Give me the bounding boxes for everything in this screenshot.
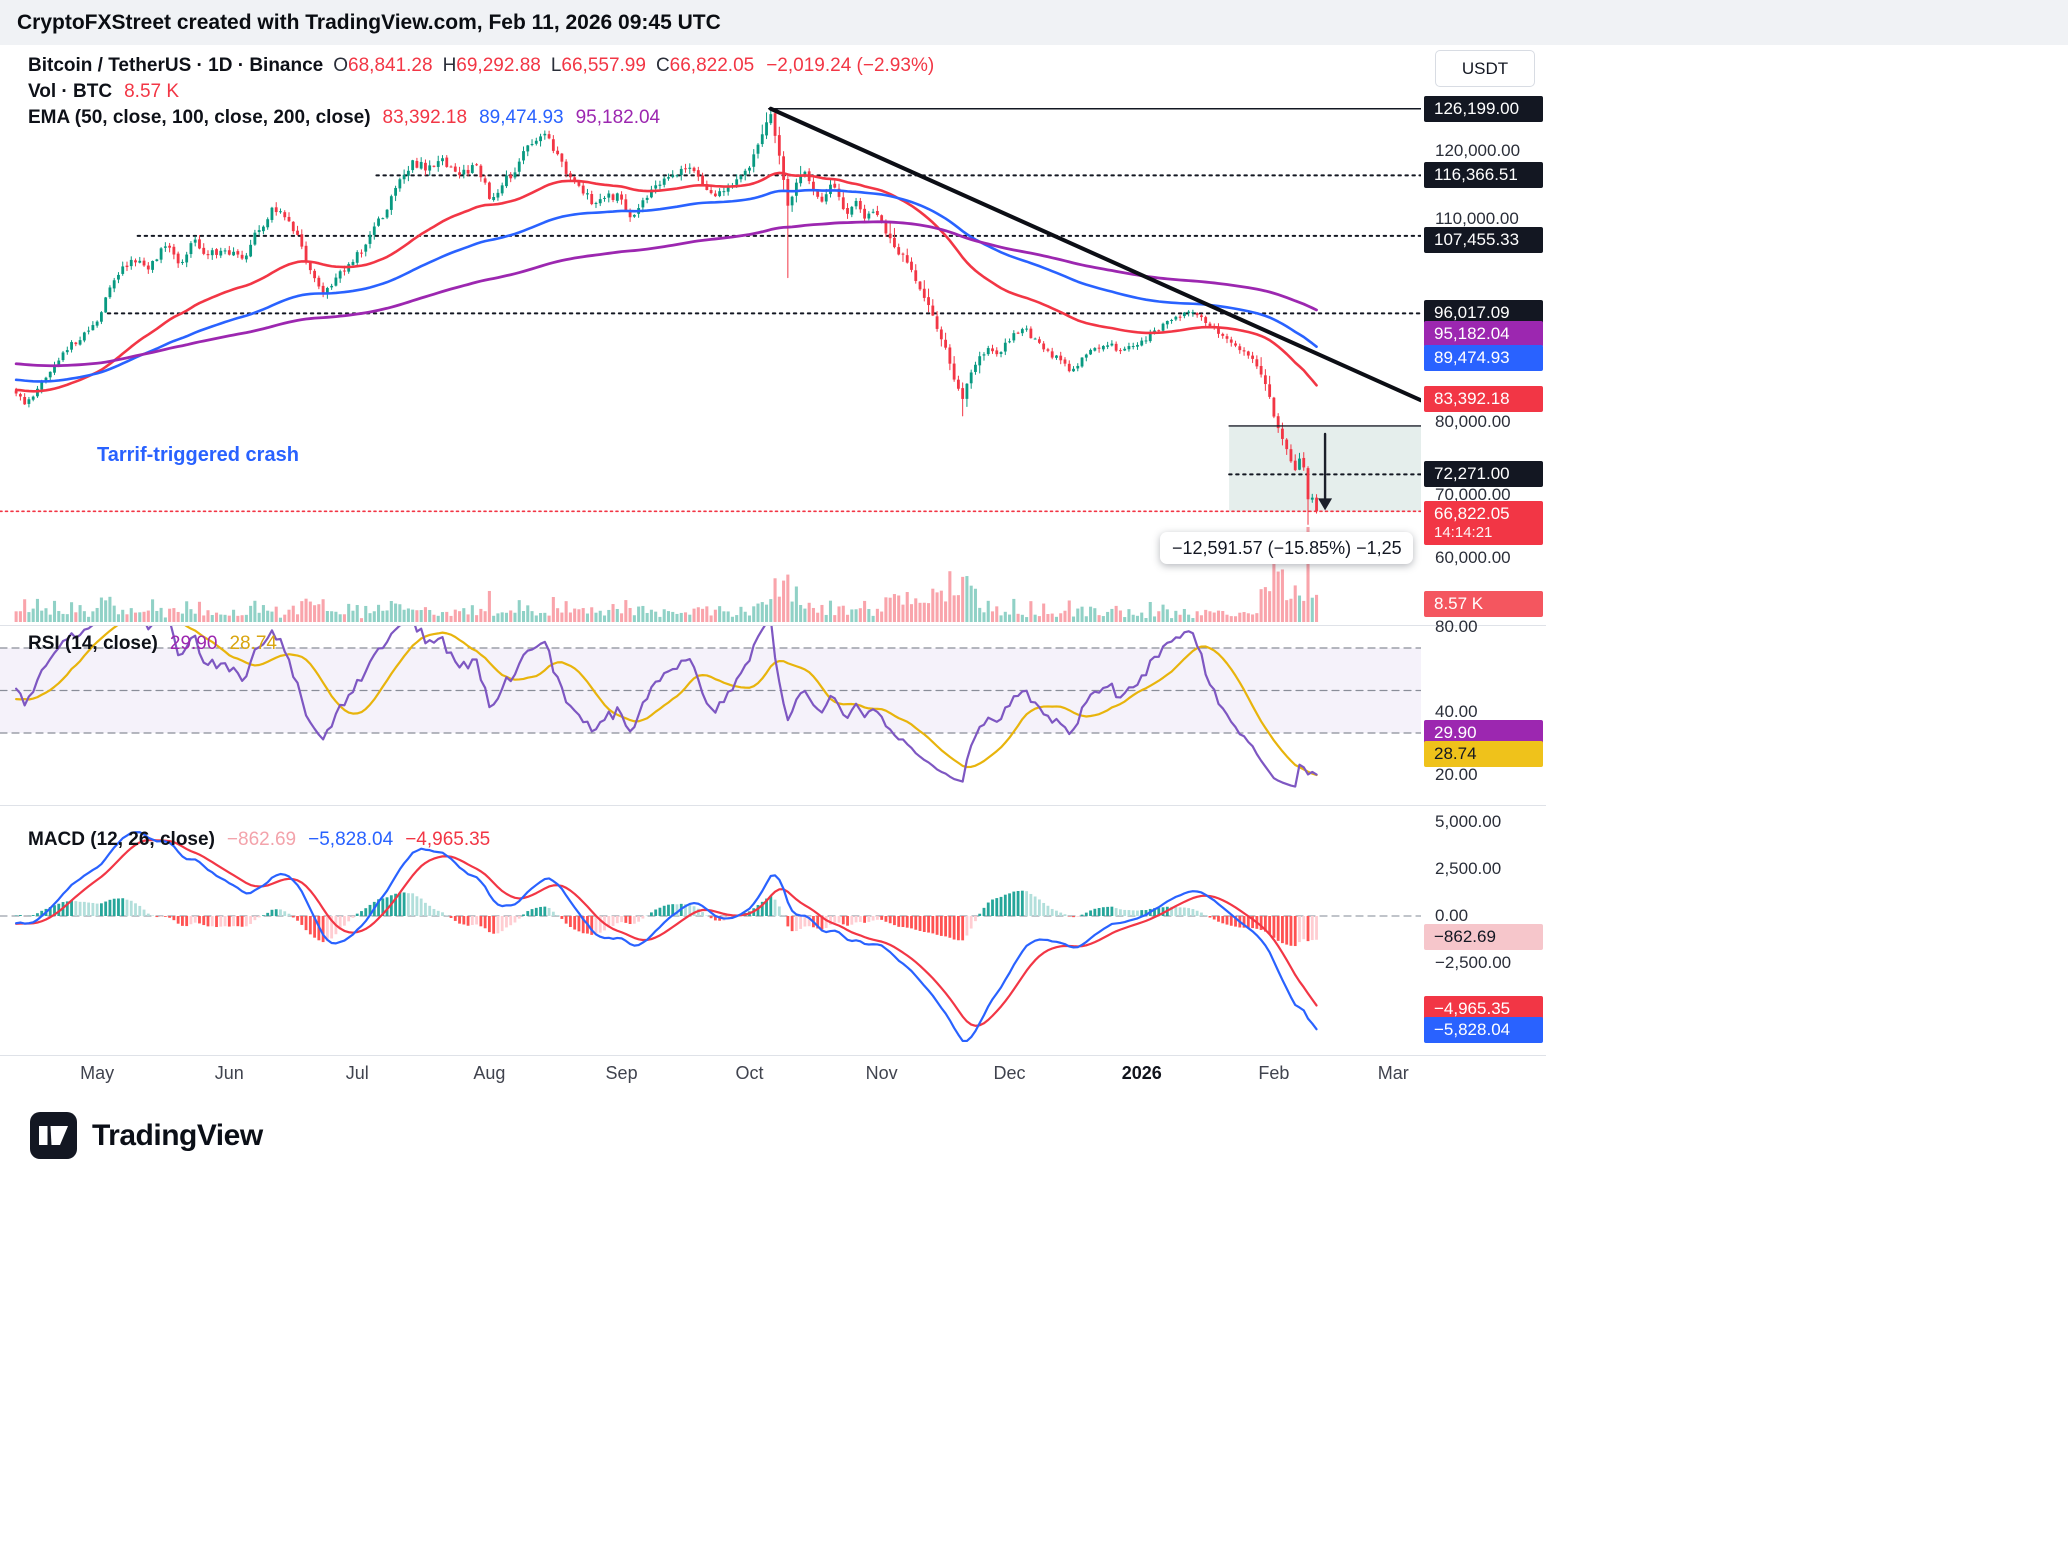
axis-label-ema100: 89,474.93 bbox=[1424, 344, 1543, 371]
chart-area: Bitcoin / TetherUS · 1D · Binance O68,84… bbox=[0, 45, 1546, 1090]
symbol-row: Bitcoin / TetherUS · 1D · Binance O68,84… bbox=[28, 53, 934, 79]
time-label: Oct bbox=[735, 1063, 764, 1083]
tradingview-logo-icon[interactable] bbox=[30, 1112, 77, 1159]
rsi-value: 29.90 bbox=[169, 633, 218, 654]
time-axis[interactable]: May Jun Jul Aug Sep Oct Nov Dec 2026 Feb Mar bbox=[0, 1055, 1546, 1090]
axis-label-plain: 5,000.00 bbox=[1435, 811, 1502, 831]
symbol-name[interactable]: Bitcoin / TetherUS · 1D · Binance bbox=[28, 55, 324, 76]
axis-label-level: 72,271.00 bbox=[1424, 461, 1543, 488]
macd-hist-value: −862.69 bbox=[226, 829, 297, 850]
axis-label-plain: 40.00 bbox=[1435, 701, 1478, 721]
axis-label-plain: 120,000.00 bbox=[1435, 140, 1521, 160]
high-value: H69,292.88 bbox=[442, 55, 541, 76]
attribution-text: CryptoFXStreet created with TradingView.… bbox=[17, 10, 721, 34]
pane-separator-rsi[interactable] bbox=[0, 625, 1546, 626]
axis-label-plain: 80,000.00 bbox=[1435, 411, 1511, 431]
tradingview-footer: TradingView bbox=[30, 1112, 263, 1159]
macd-value: −5,828.04 bbox=[308, 829, 394, 850]
ema100-value: 89,474.93 bbox=[479, 107, 564, 128]
time-label: Aug bbox=[473, 1063, 506, 1083]
low-value: L66,557.99 bbox=[550, 55, 646, 76]
axis-label-last: 66,822.05 14:14:21 bbox=[1424, 501, 1543, 546]
volume-value: 8.57 K bbox=[124, 81, 180, 102]
pane-separator-macd[interactable] bbox=[0, 805, 1546, 806]
time-label: Jun bbox=[214, 1063, 244, 1083]
ema-label[interactable]: EMA (50, close, 100, close, 200, close) bbox=[28, 107, 371, 128]
tradingview-wordmark[interactable]: TradingView bbox=[92, 1118, 263, 1152]
time-label: May bbox=[80, 1063, 115, 1083]
macd-signal-value: −4,965.35 bbox=[405, 829, 491, 850]
macd-legend: MACD (12, 26, close) −862.69 −5,828.04 −… bbox=[28, 827, 490, 853]
volume-label[interactable]: Vol · BTC bbox=[28, 81, 113, 102]
ema-row: EMA (50, close, 100, close, 200, close) … bbox=[28, 105, 934, 131]
time-label: 2026 bbox=[1121, 1063, 1162, 1083]
time-label: Feb bbox=[1258, 1063, 1290, 1083]
axis-label-hist: −862.69 bbox=[1424, 924, 1543, 950]
axis-label-plain: 60,000.00 bbox=[1435, 547, 1511, 567]
volume-row: Vol · BTC 8.57 K bbox=[28, 79, 934, 105]
crash-annotation[interactable]: Tarrif-triggered crash bbox=[97, 444, 299, 466]
axis-label-plain: 70,000.00 bbox=[1435, 485, 1511, 505]
axis-label-ema50: 83,392.18 bbox=[1424, 385, 1543, 412]
currency-toggle[interactable]: USDT bbox=[1435, 50, 1535, 87]
open-value: O68,841.28 bbox=[333, 55, 433, 76]
axis-label-plain: −2,500.00 bbox=[1435, 953, 1512, 972]
macd-label[interactable]: MACD (12, 26, close) bbox=[28, 829, 215, 850]
ema50-value: 83,392.18 bbox=[382, 107, 468, 128]
axis-label-macd: −5,828.04 bbox=[1424, 1017, 1543, 1044]
main-legend: Bitcoin / TetherUS · 1D · Binance O68,84… bbox=[28, 53, 934, 131]
time-axis-separator bbox=[0, 1055, 1546, 1056]
time-label: Jul bbox=[345, 1063, 369, 1083]
attribution-bar: CryptoFXStreet created with TradingView.… bbox=[0, 0, 2068, 45]
rsi-label[interactable]: RSI (14, close) bbox=[28, 633, 158, 654]
axis-label-ema200: 95,182.04 bbox=[1424, 321, 1543, 348]
time-label: Nov bbox=[865, 1063, 898, 1083]
axis-label-rsiMa: 28.74 bbox=[1424, 741, 1543, 768]
axis-label-level: 126,199.00 bbox=[1424, 95, 1543, 122]
axis-label-level: 116,366.51 bbox=[1424, 162, 1543, 189]
measure-tooltip: −12,591.57 (−15.85%) −1,25 bbox=[1160, 532, 1413, 564]
time-label: Sep bbox=[605, 1063, 638, 1083]
axis-label-volume: 8.57 K bbox=[1424, 591, 1543, 617]
time-label: Dec bbox=[993, 1063, 1026, 1083]
axis-label-plain: 80.00 bbox=[1435, 616, 1478, 636]
change-value: −2,019.24 (−2.93%) bbox=[766, 55, 935, 76]
rsi-ma-value: 28.74 bbox=[229, 633, 277, 654]
axis-label-plain: 2,500.00 bbox=[1435, 858, 1502, 878]
axis-label-plain: 0.00 bbox=[1435, 906, 1469, 925]
axis-label-level: 107,455.33 bbox=[1424, 226, 1543, 253]
price-axis[interactable]: USDT 126,199.00 120,000.00 116,366.51 110,0… bbox=[1421, 45, 1546, 1055]
axis-label-plain: 20.00 bbox=[1435, 765, 1478, 785]
time-label: Mar bbox=[1377, 1063, 1409, 1083]
rsi-legend: RSI (14, close) 29.90 28.74 bbox=[28, 631, 277, 657]
ema200-value: 95,182.04 bbox=[575, 107, 661, 128]
close-value: C66,822.05 bbox=[655, 55, 755, 76]
axis-label-plain: 110,000.00 bbox=[1435, 208, 1519, 228]
